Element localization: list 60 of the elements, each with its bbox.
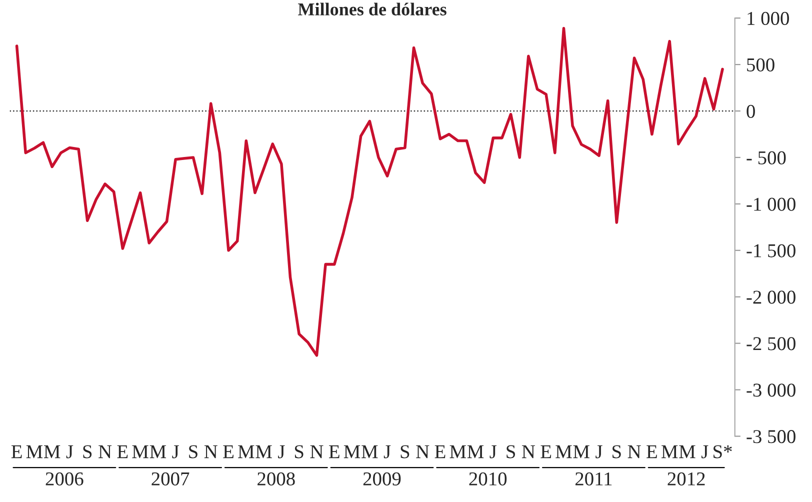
x-tick-label: N [522, 445, 536, 458]
x-tick-label: E [434, 445, 446, 458]
y-tick-label: - 500 [746, 151, 786, 164]
x-tick-label: E [646, 445, 657, 458]
chart-title: Millones de dólares [298, 2, 446, 16]
x-tick-label: S [612, 445, 621, 458]
x-tick-label: J [384, 445, 391, 458]
x-tick-label: M [661, 445, 678, 458]
x-tick-label: J [490, 445, 497, 458]
x-tick-label: J [701, 445, 708, 458]
x-tick-label: N [416, 445, 430, 458]
y-tick-label: 0 [746, 104, 755, 118]
x-tick-label: E [117, 445, 128, 458]
x-tick-label: N [204, 445, 218, 458]
x-tick-label: M [150, 445, 166, 458]
y-tick-label: -1 000 [746, 198, 796, 211]
x-tick-label: M [256, 445, 272, 458]
y-tick-label: -2 500 [746, 337, 796, 350]
y-tick-label: 500 [747, 58, 774, 72]
x-tick-label: M [132, 445, 148, 458]
x-tick-label: N [628, 445, 641, 458]
x-tick-label: M [467, 445, 484, 458]
x-tick-label: S [294, 445, 304, 458]
x-tick-label: M [26, 445, 43, 458]
x-tick-label: E [328, 445, 340, 458]
text: 2009 [363, 472, 401, 486]
x-tick-label: J [66, 445, 74, 458]
x-tick-label: S [400, 445, 410, 458]
x-tick-label: M [344, 445, 360, 458]
x-tick-label: N [310, 445, 324, 458]
y-tick-label: -1 500 [746, 244, 796, 258]
y-tick-label: -3 000 [746, 384, 796, 397]
x-tick-label: M [556, 445, 572, 458]
x-tick-label: J [172, 445, 179, 458]
x-tick-label: S [506, 445, 515, 458]
x-tick-label: E [223, 445, 234, 458]
text: 2010 [469, 472, 507, 486]
x-tick-label: E [11, 445, 22, 458]
x-tick-label: M [44, 445, 60, 458]
y-tick-label: -3 500 [746, 430, 796, 444]
x-tick-label: S [83, 445, 92, 458]
y-tick-label: 1 000 [748, 12, 789, 26]
text: 2006 [46, 472, 84, 486]
y-tick-label: -2 000 [746, 290, 796, 304]
text: 2007 [152, 472, 190, 486]
x-tick-label: M [573, 445, 590, 458]
x-tick-label: J [278, 445, 285, 458]
line-series [15, 26, 724, 357]
text: 2011 [575, 472, 612, 486]
x-tick-label: M [679, 445, 696, 458]
x-tick-label: M [362, 445, 378, 458]
x-tick-label: E [540, 445, 552, 458]
x-tick-label: N [98, 445, 112, 458]
text: 2012 [668, 472, 705, 486]
x-tick-label: J [596, 445, 602, 458]
x-tick-label: M [450, 445, 466, 458]
x-tick-label: S* [714, 445, 732, 458]
text: 2008 [258, 472, 295, 486]
x-tick-label: S [189, 445, 198, 458]
x-tick-label: M [238, 445, 254, 458]
